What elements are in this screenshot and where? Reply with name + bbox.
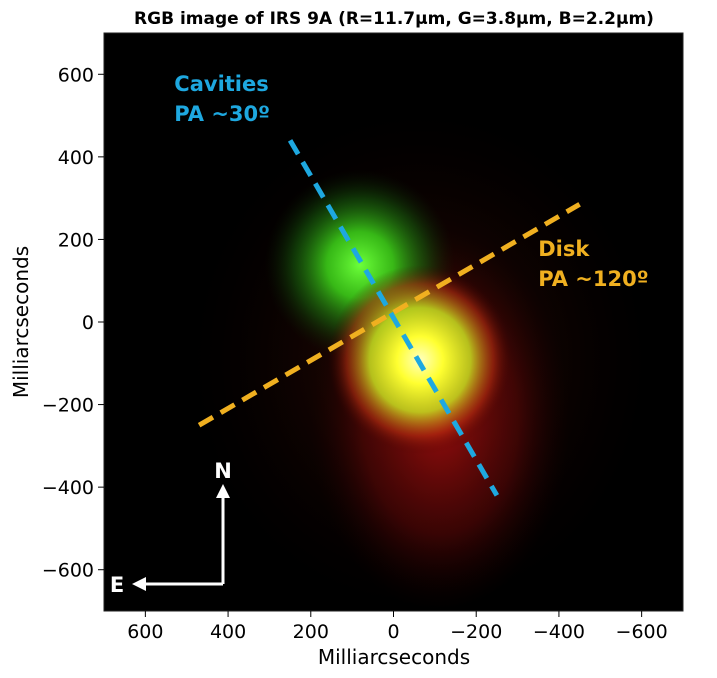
east-label: E [110,573,124,597]
east-arrowhead [132,577,146,591]
x-axis-label: Milliarcseconds [318,645,470,669]
y-tick-label: 200 [58,229,94,251]
y-tick-label: 0 [82,312,94,334]
y-tick-label: 400 [58,147,94,169]
cavities-axis-line [287,139,500,497]
x-tick-label: −200 [450,621,502,643]
cavities-label-line: Cavities [174,72,268,96]
chart-title: RGB image of IRS 9A (R=11.7μm, G=3.8μm, … [134,9,654,29]
x-tick-label: 0 [387,621,399,643]
x-tick-label: 200 [293,621,329,643]
x-tick-label: 600 [127,621,163,643]
y-tick-label: −600 [42,560,94,582]
north-arrowhead [216,484,230,498]
compass: NE [110,459,232,597]
y-axis: 600 400 200 0 −200 −400 −600 [42,64,104,582]
x-axis: 600 400 200 0 −200 −400 −600 [127,611,668,643]
y-tick-label: 600 [58,64,94,86]
cavities-label-line: PA ~30º [174,102,270,126]
y-axis-label: Milliarcseconds [9,246,33,398]
x-tick-label: −400 [533,621,585,643]
x-tick-label: 400 [210,621,246,643]
x-tick-label: −600 [616,621,668,643]
disk-label-line: Disk [538,237,590,261]
annotations: Cavities PA ~30º Disk PA ~120º [174,72,649,497]
y-tick-label: −200 [42,395,94,417]
north-label: N [214,459,232,483]
disk-label-line: PA ~120º [538,267,648,291]
y-tick-label: −400 [42,477,94,499]
